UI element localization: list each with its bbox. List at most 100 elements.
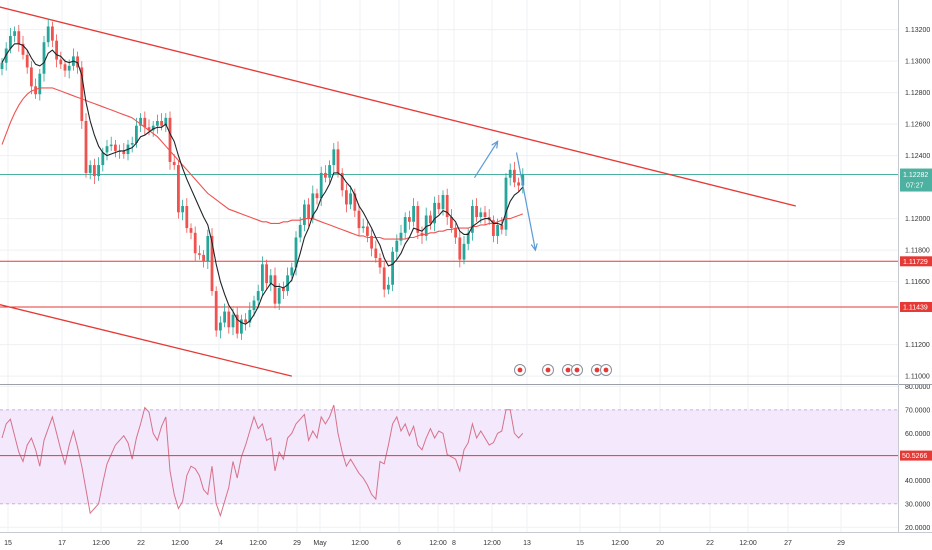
y-tick-label: 1.12800 <box>905 90 930 97</box>
candle-body <box>13 31 16 36</box>
candle-body <box>244 319 247 323</box>
rsi-overbought-oversold-band <box>0 409 898 504</box>
event-markers <box>514 364 612 376</box>
candle-body <box>202 254 205 262</box>
candle-body <box>324 172 327 178</box>
candle-body <box>424 215 428 236</box>
candle-body <box>17 31 21 44</box>
candle-body <box>517 182 520 186</box>
candle-body <box>198 253 201 255</box>
x-tick-label: 12:00 <box>171 540 189 547</box>
candle-body <box>416 206 420 233</box>
rsi-tick-label: 30.0000 <box>905 501 930 508</box>
candle-body <box>235 314 239 334</box>
candle-body <box>466 232 470 244</box>
rsi-tick-label: 70.0000 <box>905 407 930 414</box>
event-flag-icon <box>574 367 580 373</box>
x-tick-label: 12:00 <box>429 540 447 547</box>
candle-body <box>378 258 382 268</box>
candle-body <box>303 204 306 225</box>
candle-body <box>479 212 483 218</box>
x-tick-label: 12:00 <box>611 540 629 547</box>
candle-body <box>399 232 403 241</box>
candle-body <box>508 169 512 178</box>
trendline <box>0 304 292 377</box>
candle-body <box>429 215 432 224</box>
candle-body <box>181 206 184 213</box>
x-tick-label: 15 <box>4 540 12 547</box>
candle-body <box>513 169 516 183</box>
candle-body <box>408 217 411 222</box>
candle-body <box>76 56 79 68</box>
x-tick-label: 12:00 <box>92 540 110 547</box>
candle-body <box>248 309 252 323</box>
candle-body <box>93 165 96 177</box>
candle-body <box>336 149 340 173</box>
candle-body <box>340 172 344 191</box>
x-tick-label: 8 <box>452 540 456 547</box>
candle-body <box>122 150 126 155</box>
x-tick-label: 27 <box>784 540 792 547</box>
candle-body <box>210 235 214 292</box>
x-tick-label: 17 <box>58 540 66 547</box>
event-flag-icon <box>594 367 600 373</box>
candle-body <box>366 226 369 236</box>
level-price-label: 1.11439 <box>903 304 928 311</box>
candle-body <box>462 243 466 260</box>
candle-body <box>349 193 352 205</box>
y-tick-label: 1.12000 <box>905 216 930 223</box>
candle-body <box>521 174 525 186</box>
candle-body <box>307 204 310 219</box>
candle-body <box>311 193 315 219</box>
candle-body <box>483 212 487 218</box>
candle-body <box>265 264 268 284</box>
x-tick-label: 6 <box>397 540 401 547</box>
candle-body <box>177 165 180 213</box>
rsi-band <box>0 409 898 505</box>
rsi-value-label: 50.5266 <box>902 453 927 460</box>
x-tick-label: 15 <box>576 540 584 547</box>
candle-body <box>412 206 415 222</box>
candle-body <box>361 226 365 229</box>
candle-body <box>63 64 67 71</box>
candle-body <box>88 165 92 173</box>
candle-body <box>59 59 63 65</box>
event-flag-icon <box>545 367 551 373</box>
level-price-tag <box>900 301 932 312</box>
price-candles <box>0 18 525 340</box>
rsi-line <box>1 404 524 518</box>
event-flag-icon <box>565 367 571 373</box>
bar-countdown-label: 07:27 <box>906 183 924 190</box>
candle-body <box>160 120 163 126</box>
x-tick-label: 12:00 <box>249 540 267 547</box>
slow-moving-average-line <box>1 87 523 240</box>
y-tick-label: 1.13000 <box>905 59 930 66</box>
candle-body <box>277 287 281 304</box>
candle-body <box>282 287 285 292</box>
rsi-value-tag <box>900 450 932 461</box>
candle-body <box>403 217 407 233</box>
candle-body <box>46 26 50 43</box>
candle-body <box>269 275 273 284</box>
candle-body <box>286 275 289 292</box>
candle-body <box>454 228 457 238</box>
x-tick-label: 12:00 <box>351 540 369 547</box>
candle-body <box>391 251 394 285</box>
candle-body <box>67 65 71 71</box>
candle-body <box>156 120 159 126</box>
candle-body <box>387 284 390 290</box>
candle-body <box>51 26 54 41</box>
rsi-tick-label: 80.0000 <box>905 384 930 391</box>
candle-body <box>189 228 193 233</box>
candle-body <box>294 237 298 268</box>
y-tick-label: 1.12600 <box>905 122 930 129</box>
y-tick-label: 1.13200 <box>905 27 930 34</box>
candle-body <box>298 224 302 238</box>
candle-body <box>441 195 445 210</box>
candle-body <box>496 224 499 236</box>
candle-body <box>475 206 478 218</box>
y-tick-label: 1.11200 <box>905 342 930 349</box>
